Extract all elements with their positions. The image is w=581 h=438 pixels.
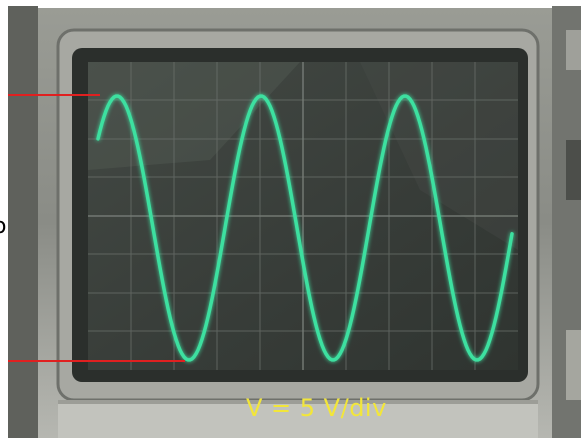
cropped-edge-glyph: o	[0, 214, 8, 240]
volts-per-division-caption: V = 5 V/div	[246, 394, 387, 422]
sine-trace	[96, 94, 514, 362]
